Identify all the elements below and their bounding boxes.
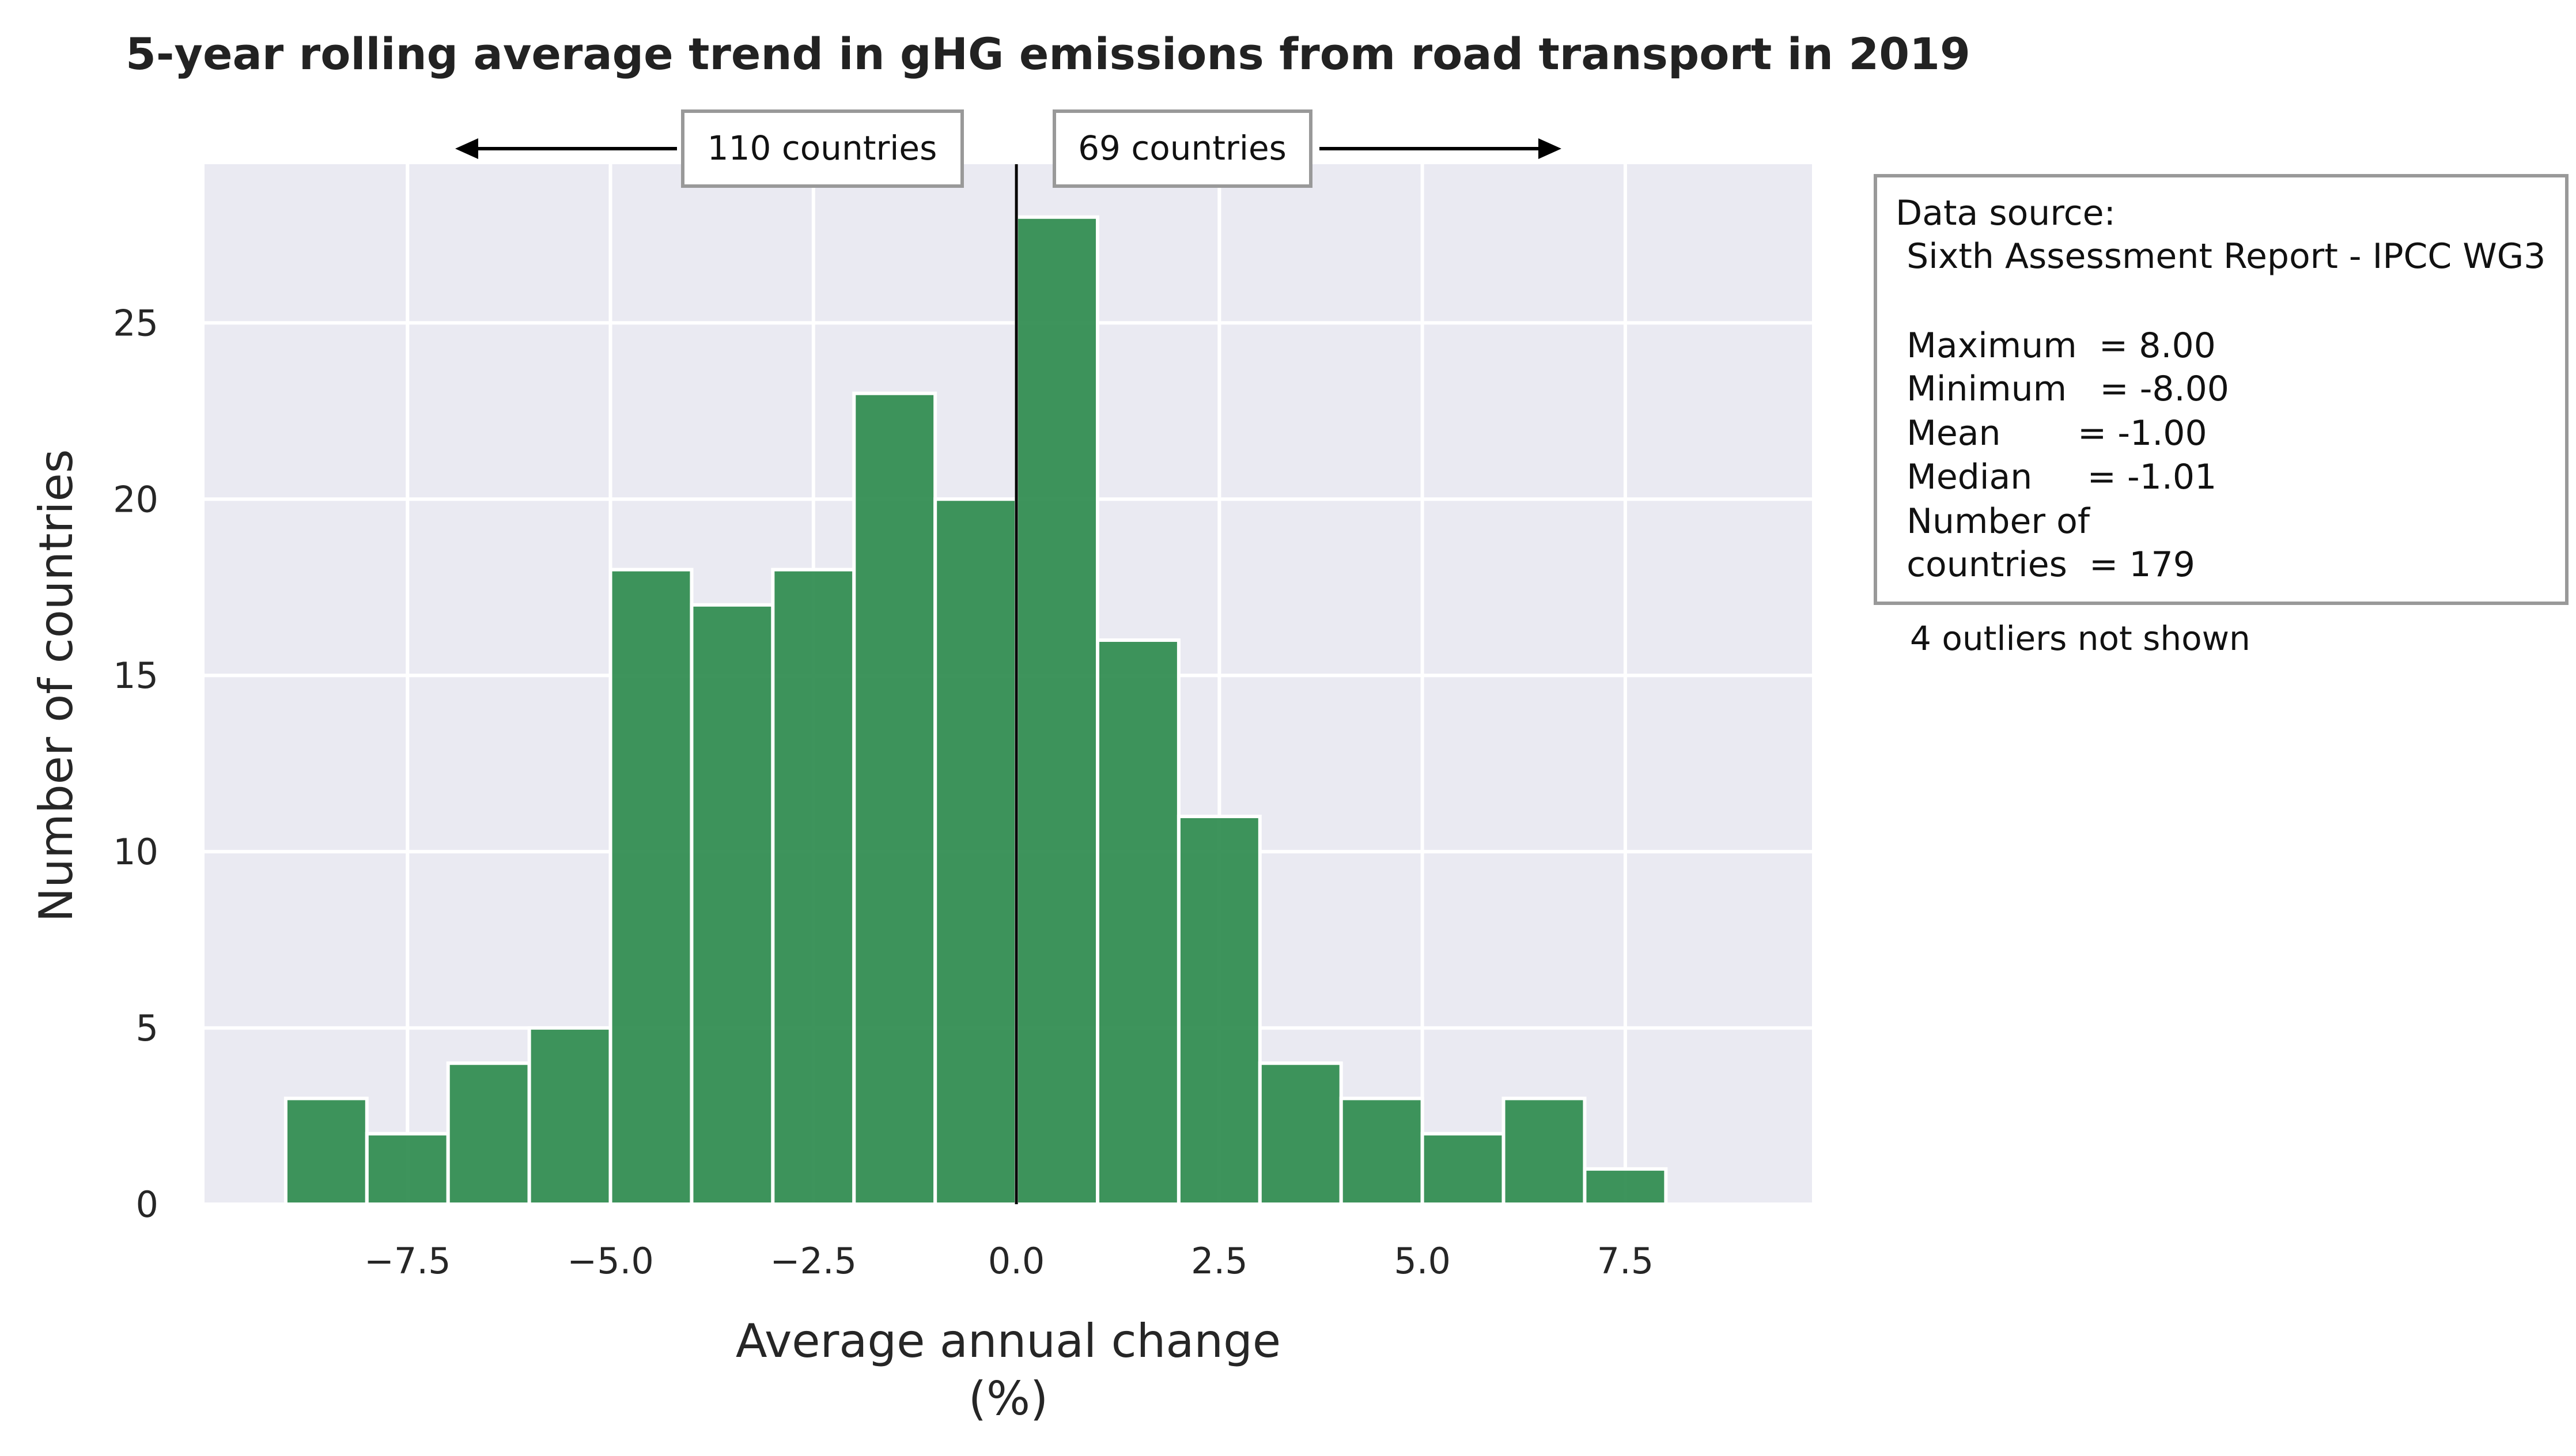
histogram-bar [852,391,937,1206]
info-box [1874,174,2569,605]
histogram-bar [1583,1167,1668,1207]
info-line: Mean = -1.00 [1896,413,2207,453]
histogram-bar [1339,1096,1424,1206]
right-count-label: 69 countries [1078,128,1287,168]
info-line: countries = 179 [1896,544,2195,585]
x-tick-label: 2.5 [1191,1240,1248,1282]
chart-title: 5-year rolling average trend in gHG emis… [126,28,1970,80]
y-tick-label: 10 [113,831,158,873]
y-tick-label: 5 [136,1007,158,1049]
x-axis-label-line-1: Average annual change [736,1314,1281,1368]
y-tick-label: 0 [136,1183,158,1226]
x-axis-label-line-2: (%) [969,1372,1048,1425]
x-tick-label: −2.5 [770,1240,857,1282]
right-count-box [1053,109,1312,188]
histogram-bar [283,1096,369,1206]
info-line: Sixth Assessment Report - IPCC WG3 [1896,236,2545,277]
info-line: Maximum = 8.00 [1896,326,2216,366]
right-arrow-head [1538,138,1561,159]
left-count-label: 110 countries [708,128,937,168]
y-tick-label: 25 [113,302,158,344]
y-tick-labels: 0 5 10 15 20 25 [113,302,158,1226]
histogram-bar [1258,1061,1343,1207]
info-line: Minimum = -8.00 [1896,369,2229,409]
histogram-bars [283,215,1668,1207]
histogram-bar [1501,1096,1587,1206]
histogram-bar [365,1132,450,1206]
info-line: Median = -1.01 [1896,457,2216,497]
histogram-bar [933,497,1019,1206]
info-line: Number of [1896,501,2091,542]
y-tick-label: 20 [113,478,158,520]
x-tick-label: 0.0 [988,1240,1045,1282]
x-tick-labels: −7.5 −5.0 −2.5 0.0 2.5 5.0 7.5 [364,1240,1654,1282]
histogram-bar [527,1026,612,1206]
y-axis-label: Number of countries [29,449,83,922]
info-box-text: Data source: Sixth Assessment Report - I… [1896,193,2545,585]
x-tick-label: −7.5 [364,1240,451,1282]
histogram-bar [446,1061,531,1207]
x-tick-label: 7.5 [1597,1240,1654,1282]
x-tick-label: −5.0 [567,1240,654,1282]
histogram-bar [690,603,775,1206]
histogram-bar [771,568,856,1206]
left-count-box [681,109,964,188]
x-tick-label: 5.0 [1394,1240,1451,1282]
histogram-bar [1096,638,1181,1206]
left-arrow-head [455,138,478,159]
histogram-bar [1015,215,1100,1206]
outliers-footnote: 4 outliers not shown [1910,619,2250,658]
info-line: Data source: [1896,193,2116,233]
histogram-bar [608,568,694,1206]
histogram-bar [1420,1132,1505,1206]
histogram-bar [1177,814,1262,1206]
y-tick-label: 15 [113,655,158,697]
